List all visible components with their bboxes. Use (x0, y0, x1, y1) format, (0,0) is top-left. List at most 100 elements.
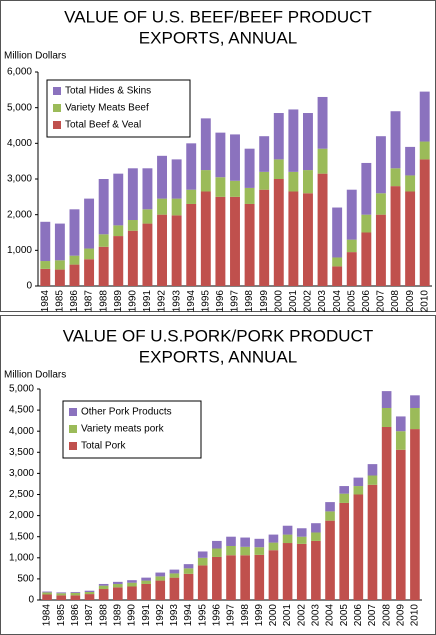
legend-label: Total Pork (81, 441, 126, 452)
bar-segment (325, 520, 335, 600)
bar-segment (157, 155, 167, 199)
bar-segment (70, 591, 81, 593)
x-tick-label: 1996 (215, 290, 226, 313)
bar-segment (155, 580, 166, 600)
bar-segment (381, 407, 392, 427)
bar-segment (288, 171, 299, 192)
x-tick-label: 1984 (40, 290, 51, 313)
bar-segment (215, 132, 226, 178)
x-tick-label: 1988 (98, 604, 109, 627)
bar-segment (186, 143, 197, 190)
x-tick-label: 1997 (230, 290, 241, 313)
bar-segment (113, 225, 124, 237)
x-tick-label: 2002 (303, 290, 314, 313)
bar-segment (353, 477, 364, 487)
bar-segment (98, 246, 109, 286)
bar-segment (240, 546, 250, 556)
bar-segment (395, 449, 406, 600)
legend-label: Total Beef & Veal (65, 120, 141, 131)
bar-segment (332, 266, 343, 286)
bar-segment (410, 429, 420, 600)
bar-segment (171, 215, 182, 286)
bar-segment (215, 196, 226, 286)
bar-segment (259, 171, 270, 190)
bar-segment (113, 587, 123, 600)
bar-segment (157, 214, 167, 286)
x-tick-label: 2000 (273, 290, 284, 313)
y-tick-label: 3,000 (9, 468, 34, 479)
x-tick-label: 2002 (296, 604, 307, 627)
bar-segment (244, 148, 255, 188)
legend-swatch (53, 87, 61, 95)
bar-segment (169, 573, 180, 578)
bar-segment (339, 502, 349, 600)
bar-segment (390, 186, 401, 286)
bar-segment (361, 232, 372, 286)
bar-segment (325, 502, 335, 512)
bar-segment (84, 259, 95, 286)
bar-segment (127, 586, 137, 600)
bar-segment (303, 113, 313, 171)
bar-segment (303, 193, 313, 286)
y-tick-label: 2,000 (7, 209, 32, 220)
bar-segment (84, 590, 95, 592)
bar-segment (127, 230, 138, 286)
x-tick-label: 2008 (381, 604, 392, 627)
bar-segment (42, 592, 52, 595)
y-tick-label: 4,500 (9, 405, 34, 416)
bar-segment (141, 583, 151, 600)
bar-segment (197, 551, 208, 558)
x-tick-label: 1989 (112, 604, 123, 627)
legend (62, 400, 202, 459)
bar-segment (317, 148, 328, 174)
x-tick-label: 1988 (98, 290, 109, 313)
bar-segment (244, 203, 255, 286)
x-tick-label: 2000 (268, 604, 279, 627)
bar-segment (69, 209, 80, 256)
bar-segment (127, 220, 138, 231)
x-tick-label: 1987 (84, 604, 95, 627)
bar-segment (212, 540, 222, 549)
x-tick-label: 2010 (419, 290, 430, 313)
bar-segment (113, 583, 123, 588)
y-tick-label: 3,500 (9, 447, 34, 458)
x-tick-label: 1994 (186, 290, 197, 313)
bar-segment (142, 209, 153, 224)
bar-segment (113, 581, 123, 584)
chart-title: VALUE OF U.S. BEEF/BEEF PRODUCT (64, 7, 372, 26)
bar-segment (69, 264, 80, 286)
bar-segment (282, 543, 293, 600)
legend (46, 79, 191, 138)
bar-segment (282, 534, 293, 544)
bar-segment (84, 198, 95, 249)
bar-segment (84, 591, 95, 595)
y-tick-label: 1,500 (9, 531, 34, 542)
y-tick-label: 0 (26, 281, 32, 292)
bar-segment (296, 536, 307, 544)
x-tick-label: 2003 (311, 604, 322, 627)
y-tick-label: 0 (28, 595, 34, 606)
bar-segment (405, 175, 416, 192)
bar-segment (419, 91, 430, 142)
bar-segment (405, 146, 416, 176)
bar-segment (375, 136, 386, 194)
bar-segment (84, 248, 95, 260)
bar-segment (240, 537, 250, 547)
bar-segment (42, 591, 52, 593)
x-tick-label: 1989 (113, 290, 124, 313)
bar-segment (56, 595, 67, 600)
bar-segment (230, 134, 240, 181)
bar-segment (230, 180, 240, 197)
x-tick-label: 1991 (142, 290, 153, 313)
y-tick-label: 3,000 (7, 174, 32, 185)
bar-segment (288, 109, 299, 172)
x-tick-label: 1994 (183, 604, 194, 627)
bar-segment (127, 582, 137, 587)
x-tick-label: 1993 (169, 604, 180, 627)
bar-segment (200, 118, 211, 171)
legend-label: Variety Meats Beef (65, 103, 149, 114)
x-tick-label: 2006 (353, 604, 364, 627)
bar-segment (142, 168, 153, 210)
bar-segment (113, 173, 124, 226)
